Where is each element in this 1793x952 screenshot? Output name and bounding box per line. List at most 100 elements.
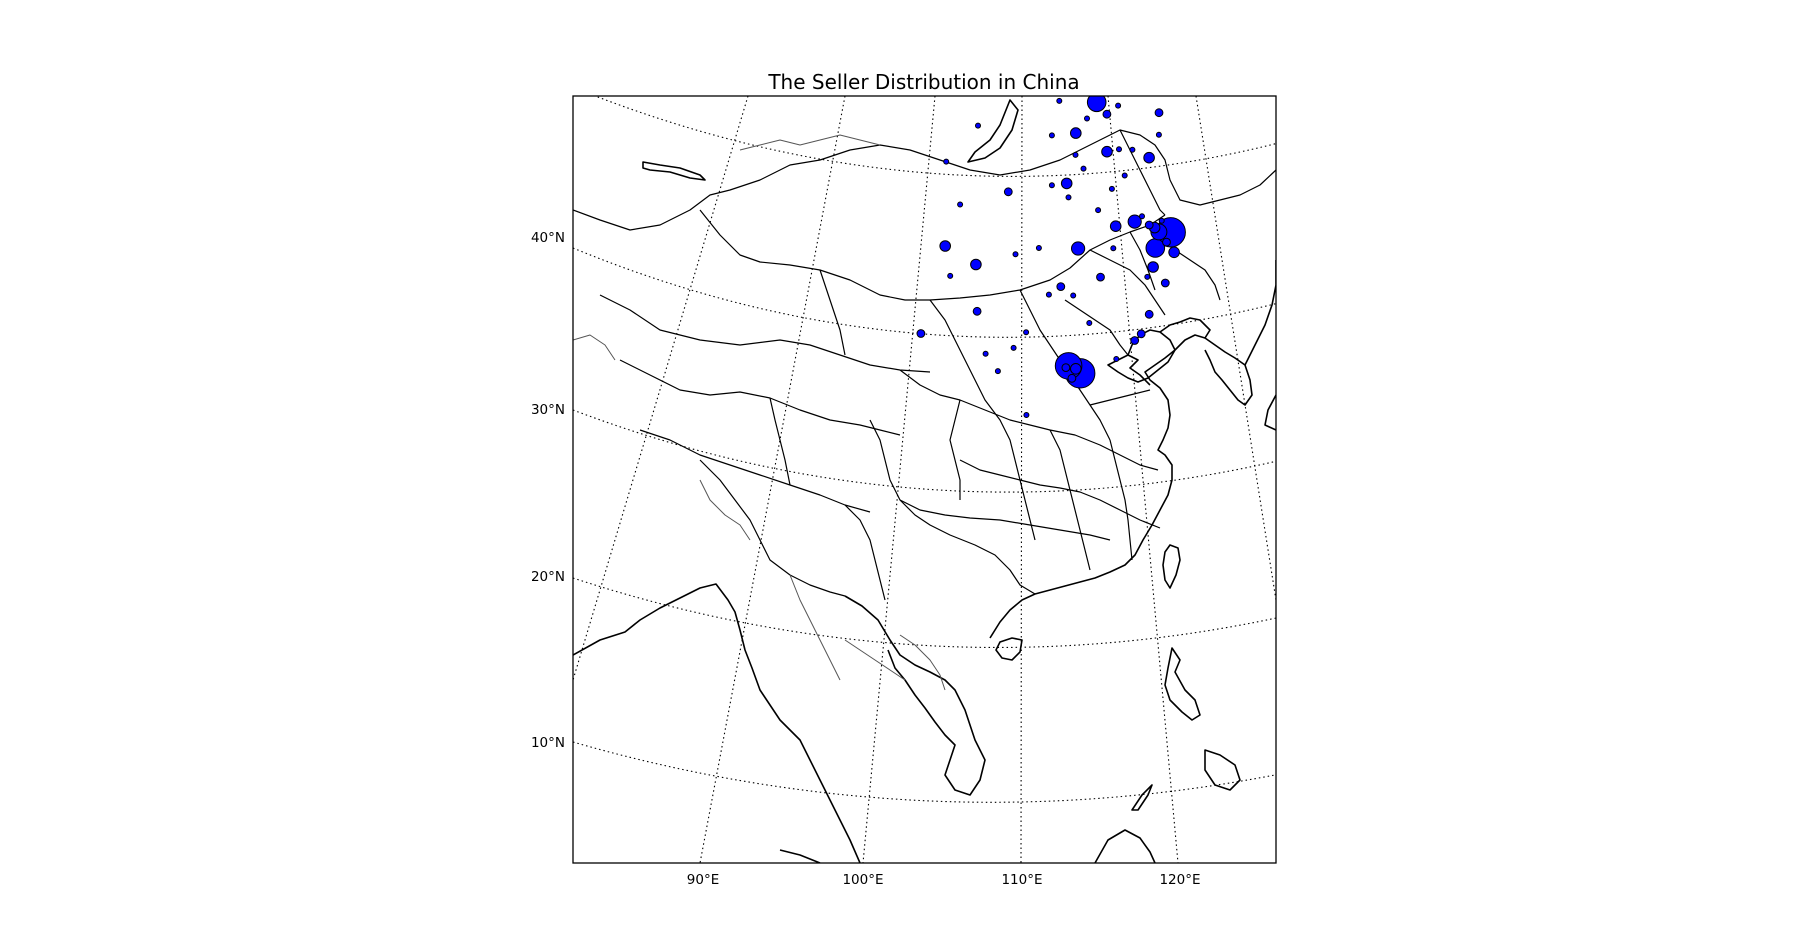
seller-marker bbox=[1101, 145, 1113, 158]
meridian-line bbox=[862, 96, 936, 863]
seller-marker bbox=[1070, 292, 1077, 299]
parallel-line bbox=[573, 577, 1276, 649]
seller-marker bbox=[1071, 241, 1086, 256]
seller-marker bbox=[1130, 336, 1140, 345]
lon-label: 90°E bbox=[687, 872, 719, 888]
border-line bbox=[819, 269, 846, 356]
seller-marker bbox=[1145, 238, 1166, 258]
map-title: The Seller Distribution in China bbox=[767, 70, 1079, 94]
border-line bbox=[869, 419, 1036, 595]
seller-marker bbox=[1136, 329, 1146, 339]
coastline-hainan bbox=[995, 637, 1023, 661]
border-thin-line bbox=[844, 639, 906, 681]
seller-marker bbox=[1116, 146, 1122, 153]
lat-label: 40°N bbox=[531, 230, 565, 246]
seller-marker bbox=[1070, 363, 1082, 375]
seller-marker bbox=[1056, 97, 1063, 104]
border-thin-line bbox=[573, 334, 616, 361]
seller-marker bbox=[1045, 291, 1052, 298]
border-line bbox=[573, 129, 1276, 231]
border-line bbox=[929, 299, 1036, 541]
seller-marker bbox=[1159, 76, 1164, 81]
coastline-philippines bbox=[1164, 647, 1201, 721]
border-line bbox=[619, 359, 901, 436]
map-area bbox=[573, 0, 1276, 863]
seller-marker bbox=[1158, 217, 1165, 224]
seller-marker bbox=[1003, 187, 1013, 197]
seller-marker bbox=[982, 350, 989, 357]
seller-marker bbox=[1065, 194, 1072, 201]
border-thin-line bbox=[739, 134, 881, 151]
seller-marker bbox=[1198, 0, 1203, 1]
seller-marker bbox=[1056, 282, 1066, 292]
seller-marker bbox=[947, 272, 954, 279]
meridian-line bbox=[1020, 96, 1023, 863]
lat-label: 10°N bbox=[531, 735, 565, 751]
seller-marker bbox=[1048, 182, 1055, 189]
seller-marker bbox=[772, 15, 777, 20]
coastline-lake-baikal bbox=[642, 161, 706, 181]
seller-marker bbox=[1115, 102, 1122, 109]
seller-marker bbox=[1168, 246, 1180, 259]
coastline-taiwan bbox=[1162, 544, 1181, 589]
seller-marker bbox=[1139, 213, 1145, 220]
border-line bbox=[769, 397, 791, 486]
border-line bbox=[899, 499, 1111, 541]
seller-markers bbox=[772, 0, 1203, 418]
seller-marker bbox=[1023, 412, 1030, 418]
seller-marker bbox=[970, 258, 982, 271]
seller-marker bbox=[943, 158, 950, 165]
seller-marker bbox=[1129, 146, 1136, 153]
coastline-korea bbox=[1204, 337, 1253, 406]
border-line bbox=[699, 209, 1166, 301]
border-line bbox=[959, 459, 1161, 529]
coastline-palawan bbox=[1131, 784, 1153, 811]
seller-marker bbox=[1108, 185, 1115, 192]
border-line bbox=[844, 504, 886, 601]
seller-marker bbox=[1010, 344, 1017, 351]
border-line bbox=[1109, 439, 1133, 561]
border-thin-line bbox=[699, 479, 751, 541]
border-line bbox=[1064, 299, 1129, 356]
coastline-japan bbox=[1264, 394, 1276, 431]
map-frame bbox=[572, 95, 1277, 864]
lat-labels: 40°N 30°N 20°N 10°N bbox=[531, 230, 565, 751]
seller-marker bbox=[1171, 62, 1179, 70]
lat-label: 30°N bbox=[531, 402, 565, 418]
coastline-indonesia bbox=[779, 849, 821, 863]
seller-marker bbox=[1160, 278, 1170, 288]
lon-labels: 90°E 100°E 110°E 120°E bbox=[687, 872, 1201, 888]
border-line bbox=[1129, 231, 1156, 291]
meridians bbox=[573, 96, 1276, 863]
border-thin-line bbox=[789, 574, 841, 681]
seller-marker bbox=[1048, 132, 1055, 139]
seller-marker bbox=[1144, 309, 1154, 319]
coastline-indochina bbox=[844, 595, 986, 796]
borders bbox=[573, 129, 1276, 691]
border-line bbox=[899, 369, 1159, 471]
coastline-borneo bbox=[1094, 829, 1156, 863]
seller-marker bbox=[972, 306, 982, 316]
border-line bbox=[1089, 389, 1151, 406]
seller-marker bbox=[1110, 245, 1117, 252]
seller-marker bbox=[1070, 127, 1082, 139]
seller-marker bbox=[1086, 320, 1093, 326]
lon-label: 100°E bbox=[842, 872, 883, 888]
border-line bbox=[1049, 429, 1091, 571]
parallel-line bbox=[573, 741, 1276, 803]
coastline-north-china bbox=[1107, 317, 1211, 383]
lon-label: 110°E bbox=[1001, 872, 1042, 888]
meridian-line bbox=[1107, 96, 1179, 863]
seller-marker bbox=[1096, 272, 1105, 282]
seller-marker bbox=[1144, 273, 1151, 280]
seller-marker bbox=[916, 329, 926, 338]
border-line bbox=[1089, 249, 1166, 316]
coastline-northeast bbox=[1244, 260, 1276, 366]
seller-marker bbox=[1143, 151, 1155, 164]
seller-marker bbox=[939, 240, 952, 252]
border-line bbox=[949, 399, 961, 500]
seller-marker bbox=[1012, 251, 1019, 258]
parallel-line bbox=[573, 409, 1276, 493]
meridian-line bbox=[1195, 96, 1276, 601]
coastline-sakhalin bbox=[967, 99, 1019, 163]
